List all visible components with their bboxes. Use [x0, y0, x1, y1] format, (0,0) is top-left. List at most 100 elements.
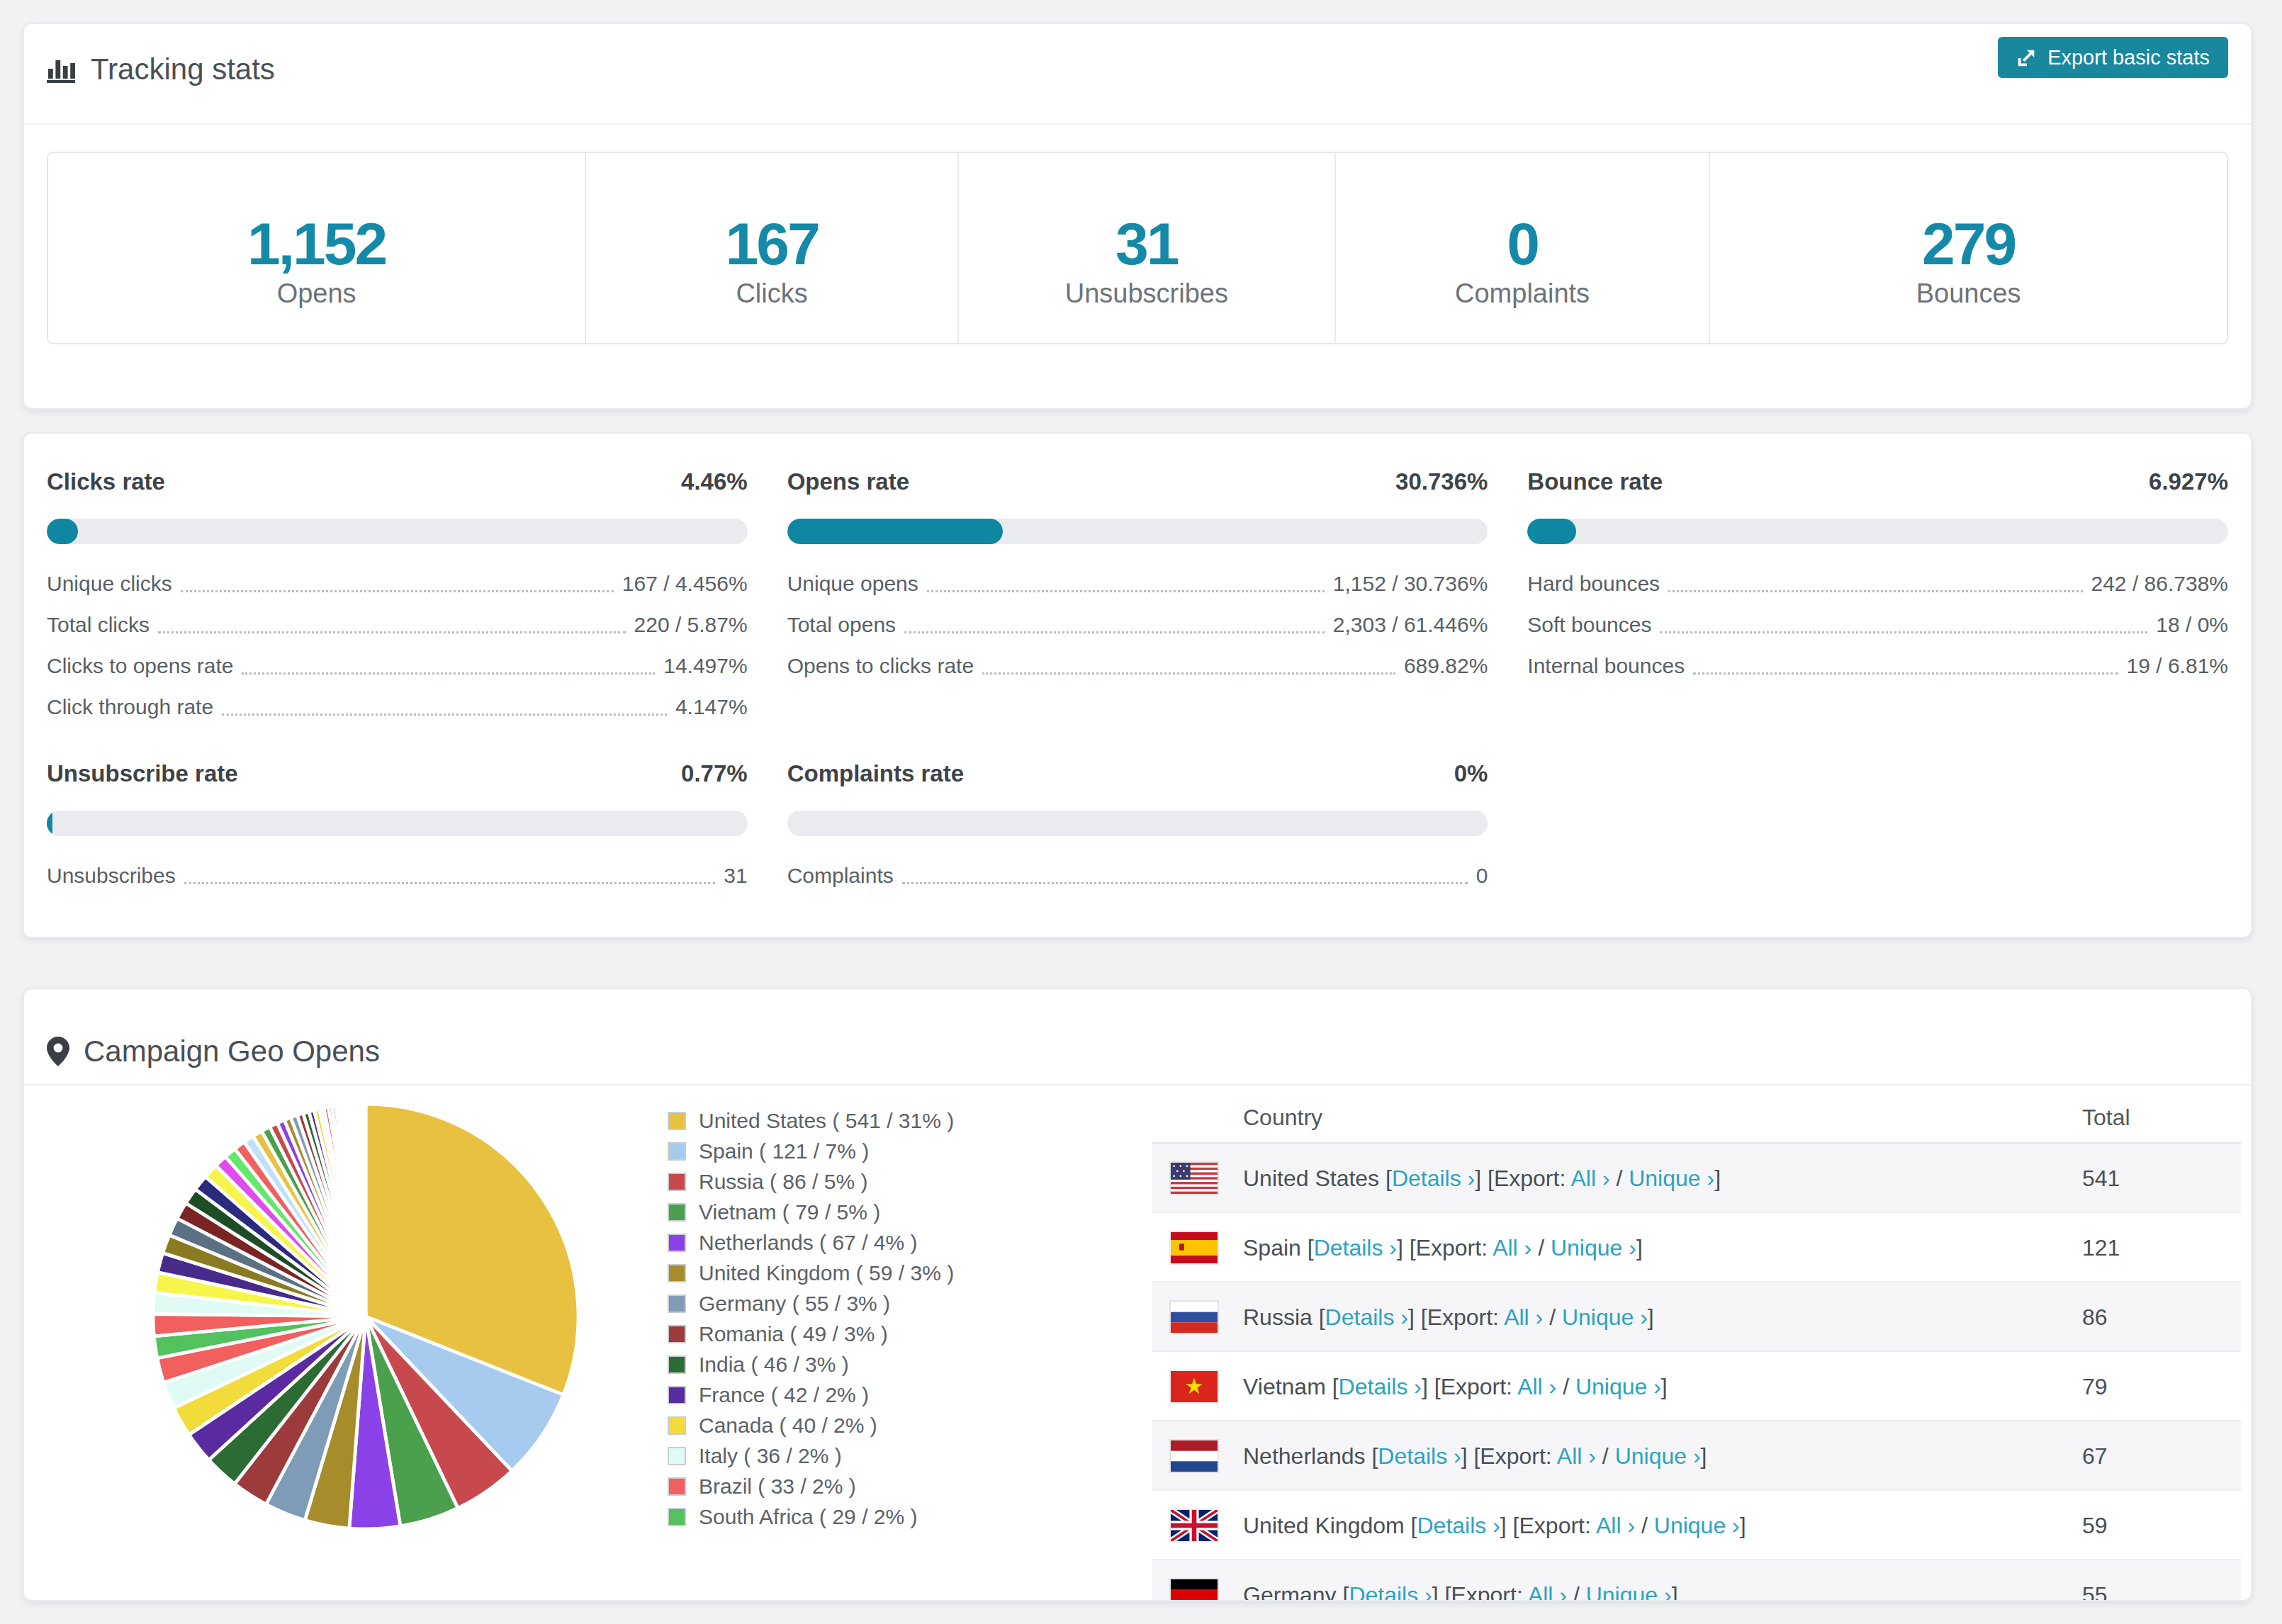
legend-item: Russia ( 86 / 5% )	[668, 1166, 954, 1197]
details-link[interactable]: Details ›	[1339, 1374, 1422, 1399]
legend-swatch	[668, 1386, 686, 1404]
details-link[interactable]: Details ›	[1314, 1235, 1397, 1261]
export-all-link[interactable]: All ›	[1493, 1235, 1531, 1261]
rate-row: Internal bounces19 / 6.81%	[1527, 652, 2228, 680]
geo-table-row-nl: Netherlands [Details ›] [Export: All › /…	[1152, 1421, 2241, 1491]
geo-table-header: CountryTotal	[1152, 1087, 2241, 1144]
rate-row-value: 220 / 5.87%	[634, 611, 748, 639]
export-all-link[interactable]: All ›	[1596, 1513, 1635, 1538]
country-total: 59	[2082, 1491, 2108, 1560]
campaign-geo-opens-card: Campaign Geo Opens United States ( 541 /…	[23, 988, 2252, 1601]
geo-table-row-gb: United Kingdom [Details ›] [Export: All …	[1152, 1491, 2241, 1560]
legend-swatch	[668, 1203, 686, 1222]
geo-opens-pie-chart	[145, 1095, 587, 1538]
legend-swatch	[668, 1477, 686, 1496]
geo-opens-table: CountryTotal United States [Details ›] […	[1152, 1087, 2241, 1601]
details-link[interactable]: Details ›	[1417, 1513, 1500, 1538]
bracket: [	[1386, 1166, 1392, 1191]
export-all-link[interactable]: All ›	[1517, 1374, 1556, 1399]
export-unique-link[interactable]: Unique ›	[1551, 1235, 1636, 1261]
details-link[interactable]: Details ›	[1378, 1443, 1461, 1469]
rate-progressbar-fill-opens	[787, 519, 1003, 544]
geo-table-header-country: Country	[1243, 1105, 1322, 1130]
bar-chart-icon	[47, 55, 77, 84]
separator: /	[1531, 1235, 1551, 1261]
rate-progressbar-fill-clicks	[47, 519, 78, 544]
legend-label: France ( 42 / 2% )	[699, 1383, 869, 1407]
country-name: United States	[1243, 1166, 1379, 1191]
legend-item: Vietnam ( 79 / 5% )	[668, 1197, 954, 1227]
export-basic-stats-button[interactable]: Export basic stats	[1998, 37, 2228, 78]
export-all-link[interactable]: All ›	[1528, 1582, 1567, 1601]
dotted-leader	[1660, 631, 2147, 633]
geo-table-row-ru: Russia [Details ›] [Export: All › / Uniq…	[1152, 1282, 2241, 1352]
export-icon	[2016, 47, 2038, 68]
export-unique-link[interactable]: Unique ›	[1654, 1513, 1740, 1538]
stat-label-unsubscribes: Unsubscribes	[959, 278, 1334, 309]
legend-swatch	[668, 1295, 686, 1313]
rate-row-value: 2,303 / 61.446%	[1333, 611, 1488, 639]
legend-swatch	[668, 1142, 686, 1161]
legend-label: Vietnam ( 79 / 5% )	[699, 1200, 880, 1224]
rate-title-complaints: Complaints rate	[787, 758, 964, 789]
rate-title-unsubscribe: Unsubscribe rate	[47, 758, 238, 789]
legend-item: Brazil ( 33 / 2% )	[668, 1471, 954, 1501]
separator: /	[1596, 1443, 1615, 1469]
legend-item: India ( 46 / 3% )	[668, 1349, 954, 1380]
rate-row: Unsubscribes31	[47, 862, 748, 890]
legend-label: Brazil ( 33 / 2% )	[699, 1474, 856, 1499]
country-name: Spain	[1243, 1235, 1301, 1261]
legend-item: France ( 42 / 2% )	[668, 1380, 954, 1410]
stat-label-opens: Opens	[48, 278, 585, 309]
export-unique-link[interactable]: Unique ›	[1629, 1166, 1714, 1191]
legend-swatch	[668, 1173, 686, 1191]
nl-flag-icon	[1171, 1440, 1218, 1472]
geo-header: Campaign Geo Opens	[24, 989, 2251, 1086]
bracket: ] [Export:	[1422, 1374, 1517, 1399]
tracking-stats-card: Tracking stats Export basic stats 1,152O…	[23, 23, 2252, 410]
separator: /	[1543, 1304, 1562, 1330]
bracket: ] [Export:	[1475, 1166, 1570, 1191]
separator: /	[1567, 1582, 1586, 1601]
export-all-link[interactable]: All ›	[1570, 1166, 1609, 1191]
geo-title-text: Campaign Geo Opens	[84, 1036, 380, 1067]
rate-row: Hard bounces242 / 86.738%	[1527, 570, 2228, 598]
export-unique-link[interactable]: Unique ›	[1586, 1582, 1672, 1601]
export-all-link[interactable]: All ›	[1504, 1304, 1543, 1330]
dotted-leader	[242, 672, 655, 675]
export-unique-link[interactable]: Unique ›	[1562, 1304, 1648, 1330]
dotted-leader	[982, 672, 1395, 675]
export-unique-link[interactable]: Unique ›	[1615, 1443, 1701, 1469]
details-link[interactable]: Details ›	[1325, 1304, 1408, 1330]
rate-section-opens: Opens rate30.736%Unique opens1,152 / 30.…	[787, 466, 1488, 721]
bracket: ]	[1636, 1235, 1643, 1261]
rate-progressbar-bounce	[1527, 519, 2228, 544]
rate-row-value: 242 / 86.738%	[2091, 570, 2229, 598]
country-total: 79	[2082, 1352, 2108, 1421]
stat-value-bounces: 279	[1710, 214, 2227, 274]
country-name: United Kingdom	[1243, 1513, 1405, 1538]
pie-legend: United States ( 541 / 31% )Spain ( 121 /…	[668, 1105, 954, 1532]
separator: /	[1635, 1513, 1654, 1538]
rate-row: Click through rate4.147%	[47, 693, 748, 721]
export-all-link[interactable]: All ›	[1557, 1443, 1596, 1469]
stat-label-complaints: Complaints	[1336, 278, 1709, 309]
rate-row: Unique clicks167 / 4.456%	[47, 570, 748, 598]
rate-row-value: 31	[724, 862, 747, 890]
rate-row: Total opens 2,303 / 61.446%	[787, 611, 1488, 639]
separator: /	[1610, 1166, 1629, 1191]
legend-swatch	[668, 1234, 686, 1252]
rate-row-value: 1,152 / 30.736%	[1333, 570, 1488, 598]
rate-progressbar-fill-bounce	[1527, 519, 1575, 544]
country-total: 541	[2082, 1144, 2120, 1213]
details-link[interactable]: Details ›	[1349, 1582, 1432, 1601]
export-unique-link[interactable]: Unique ›	[1575, 1374, 1661, 1399]
geo-table-row-es: Spain [Details ›] [Export: All › / Uniqu…	[1152, 1213, 2241, 1282]
legend-item: South Africa ( 29 / 2% )	[668, 1501, 954, 1532]
rate-section-complaints: Complaints rate0%Complaints0	[787, 758, 1488, 890]
rate-row-label: Total opens	[787, 611, 896, 639]
stat-box-clicks: 167Clicks	[586, 153, 959, 343]
rate-row-value: 18 / 0%	[2156, 611, 2228, 639]
legend-item: Romania ( 49 / 3% )	[668, 1319, 954, 1349]
details-link[interactable]: Details ›	[1392, 1166, 1475, 1191]
